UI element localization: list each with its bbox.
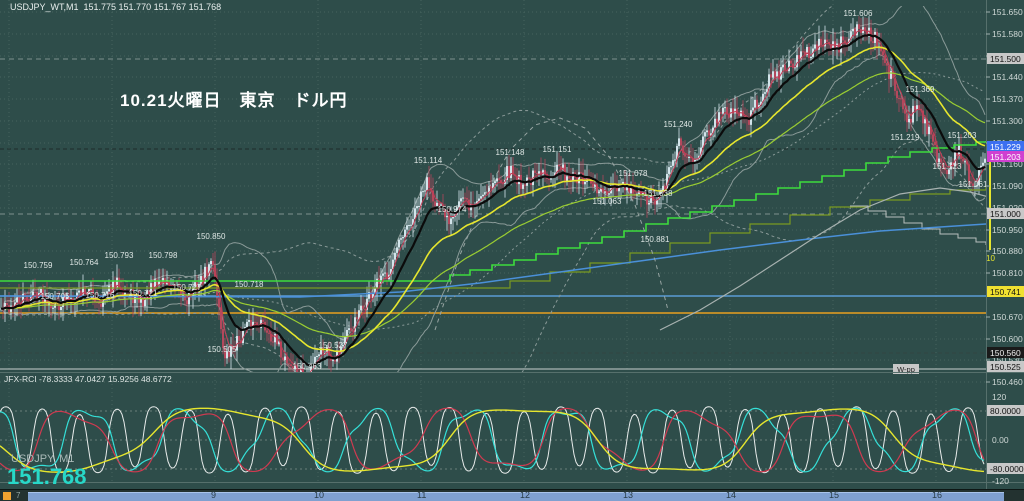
svg-text:-80.0000: -80.0000 [990, 464, 1024, 474]
corner-symbol-label: USDJPY, M1 [11, 453, 75, 465]
svg-text:150.718: 150.718 [235, 280, 264, 289]
time-axis-label: 13 [623, 490, 634, 500]
svg-text:150.460: 150.460 [992, 377, 1023, 387]
weekly-pivot-label: W-pp [893, 364, 919, 374]
svg-text:151.240: 151.240 [664, 120, 693, 129]
svg-text:151.650: 151.650 [992, 7, 1023, 17]
svg-text:150.974: 150.974 [438, 205, 467, 214]
svg-text:151.114: 151.114 [414, 156, 443, 165]
chart-shift-marker[interactable] [3, 492, 11, 500]
time-axis-label: 11 [417, 490, 427, 500]
candles-layer [0, 16, 986, 372]
time-axis-label: 12 [520, 490, 531, 500]
svg-text:150.505: 150.505 [208, 345, 237, 354]
svg-text:151.000: 151.000 [990, 209, 1021, 219]
svg-text:151.090: 151.090 [992, 181, 1023, 191]
svg-text:150.527: 150.527 [319, 341, 348, 350]
svg-text:150.793: 150.793 [105, 251, 134, 260]
svg-text:151.440: 151.440 [992, 72, 1023, 82]
measure-line-label: 10 [986, 254, 995, 263]
svg-text:151.219: 151.219 [891, 133, 920, 142]
svg-text:150.530: 150.530 [992, 355, 1023, 365]
svg-text:151.151: 151.151 [543, 145, 572, 154]
svg-text:150.727: 150.727 [173, 283, 202, 292]
moving-averages-layer [0, 29, 986, 372]
oscillator-layer [0, 406, 986, 474]
svg-text:80.0000: 80.0000 [990, 406, 1021, 416]
svg-text:150.721: 150.721 [129, 289, 158, 298]
svg-text:150.798: 150.798 [149, 251, 178, 260]
svg-text:151.203: 151.203 [948, 131, 977, 140]
corner-price-display: 151.768 [7, 464, 87, 489]
svg-text:150.850: 150.850 [197, 232, 226, 241]
time-axis-label: 15 [829, 490, 840, 500]
svg-text:151.229: 151.229 [990, 142, 1021, 152]
svg-text:151.061: 151.061 [959, 180, 988, 189]
price-annotations-layer: 150.759 150.764 150.793 150.798 150.850 150.7… [24, 9, 988, 371]
svg-text:151.160: 151.160 [992, 159, 1023, 169]
session-annotation: 10.21火曜日 東京 ドル円 [120, 91, 348, 110]
svg-text:151.203: 151.203 [990, 152, 1021, 162]
svg-text:151.606: 151.606 [844, 9, 873, 18]
time-axis-label: 10 [314, 490, 325, 500]
price-axis: 151.650151.580151.510151.440151.370151.3… [986, 7, 1024, 486]
svg-text:150.810: 150.810 [992, 268, 1023, 278]
overlay-lines-layer [0, 117, 986, 331]
svg-text:150.463: 150.463 [293, 362, 322, 371]
grid-layer [0, 0, 986, 482]
svg-text:151.148: 151.148 [496, 148, 525, 157]
svg-text:151.369: 151.369 [906, 85, 935, 94]
svg-text:-120: -120 [992, 476, 1009, 486]
svg-text:151.580: 151.580 [992, 29, 1023, 39]
svg-text:150.560: 150.560 [990, 348, 1021, 358]
svg-text:151.078: 151.078 [619, 169, 648, 178]
svg-text:120: 120 [992, 392, 1006, 402]
svg-text:151.038: 151.038 [644, 189, 673, 198]
svg-text:150.600: 150.600 [992, 334, 1023, 344]
svg-text:151.370: 151.370 [992, 94, 1023, 104]
time-axis-label: 14 [726, 490, 737, 500]
svg-text:150.670: 150.670 [992, 312, 1023, 322]
svg-text:150.525: 150.525 [990, 362, 1021, 372]
indicator-label: JFX-RCI -78.3333 47.0427 15.9256 48.6772 [4, 374, 172, 384]
svg-text:150.716: 150.716 [86, 291, 115, 300]
chart-title-overlay: USDJPY_WT,M1 151.775 151.770 151.767 151… [10, 2, 222, 12]
svg-text:150.881: 150.881 [641, 235, 670, 244]
horizontal-scrollbar[interactable]: 7 9 10 11 12 13 14 15 16 [0, 489, 1024, 501]
scrollbar-thumb[interactable] [28, 492, 1004, 501]
svg-text:150.705: 150.705 [41, 292, 70, 301]
time-axis-label: 9 [211, 490, 217, 500]
svg-text:150.950: 150.950 [992, 225, 1023, 235]
svg-text:150.880: 150.880 [992, 246, 1023, 256]
svg-text:0.00: 0.00 [992, 435, 1009, 445]
scrollbar-digit: 7 [16, 491, 21, 500]
svg-text:151.063: 151.063 [593, 197, 622, 206]
svg-text:151.123: 151.123 [933, 162, 962, 171]
svg-text:150.764: 150.764 [70, 258, 99, 267]
svg-text:151.300: 151.300 [992, 116, 1023, 126]
time-axis-label: 16 [932, 490, 943, 500]
svg-text:150.741: 150.741 [990, 287, 1021, 297]
svg-text:151.500: 151.500 [990, 54, 1021, 64]
svg-text:150.759: 150.759 [24, 261, 53, 270]
svg-text:W-pp: W-pp [897, 365, 915, 374]
